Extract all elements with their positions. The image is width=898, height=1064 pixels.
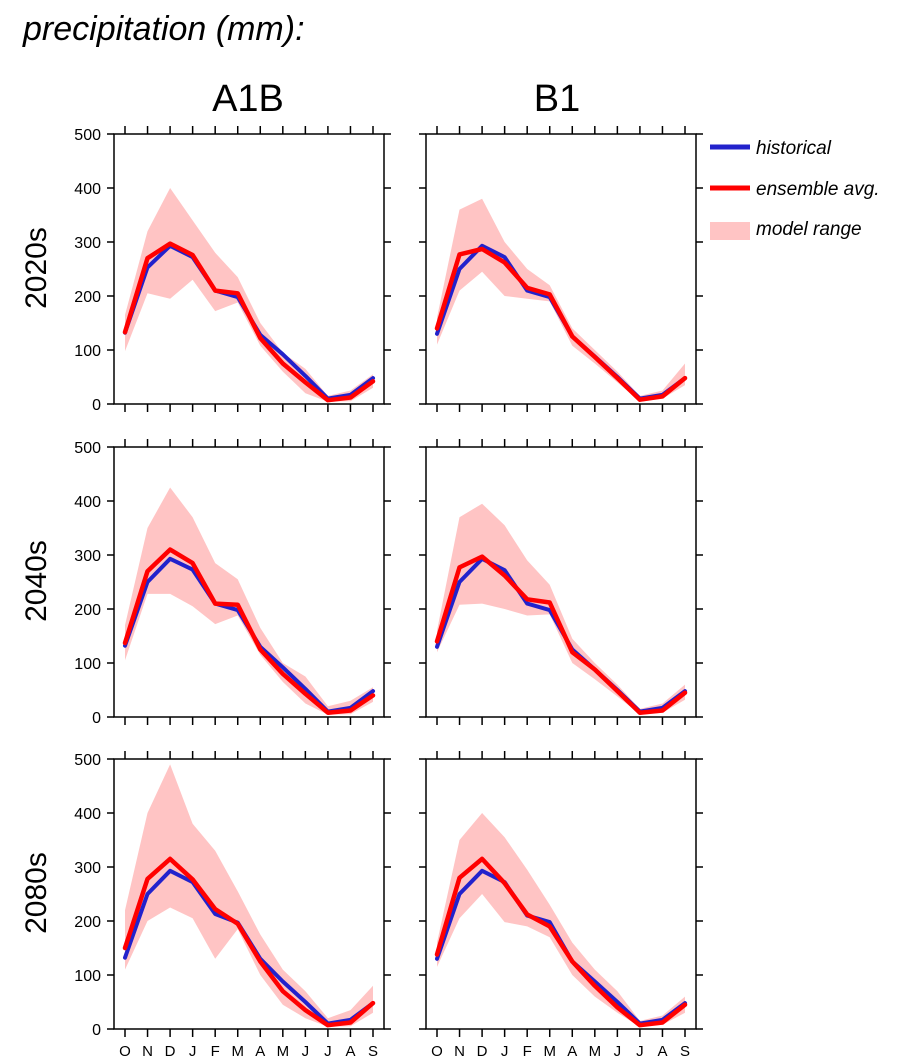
x-tick-label-a1b-6: A	[255, 1043, 265, 1060]
y-tick-label-2040s-400: 400	[74, 494, 101, 511]
x-tick-label-a1b-8: J	[302, 1043, 310, 1060]
x-tick-label-a1b-0: O	[119, 1043, 131, 1060]
row-label-2020s: 2020s	[20, 227, 53, 309]
panel-b1-2020s	[419, 126, 703, 412]
x-tick-label-a1b-5: M	[231, 1043, 244, 1060]
x-tick-label-b1-11: S	[680, 1043, 690, 1060]
x-tick-label-b1-1: N	[454, 1043, 465, 1060]
y-tick-label-2040s-500: 500	[74, 440, 101, 457]
column-title-a1b: A1B	[212, 78, 284, 120]
y-tick-label-2040s-200: 200	[74, 602, 101, 619]
panel-a1b-2080s-model-range-band	[125, 764, 373, 1026]
panel-a1b-2040s-model-range-band	[125, 488, 373, 715]
y-tick-label-2020s-100: 100	[74, 343, 101, 360]
y-tick-label-2080s-100: 100	[74, 968, 101, 985]
y-tick-label-2020s-0: 0	[92, 397, 101, 414]
panel-a1b-2020s-model-range-band	[125, 188, 373, 402]
panel-a1b-2040s: 0 100 200 300 400 500	[74, 439, 391, 727]
legend-label-ensemble: ensemble avg.	[756, 179, 880, 200]
legend-swatch-model-range	[710, 222, 750, 240]
legend: historical ensemble avg. model range	[710, 138, 880, 240]
x-tick-label-b1-4: F	[523, 1043, 532, 1060]
x-tick-label-b1-2: D	[477, 1043, 488, 1060]
panel-b1-2040s-model-range-band	[437, 504, 685, 715]
x-tick-label-a1b-2: D	[165, 1043, 176, 1060]
y-tick-label-2040s-0: 0	[92, 710, 101, 727]
y-tick-label-2080s-300: 300	[74, 860, 101, 877]
y-tick-label-2020s-300: 300	[74, 235, 101, 252]
x-tick-label-b1-7: M	[589, 1043, 602, 1060]
y-tick-label-2020s-400: 400	[74, 181, 101, 198]
x-tick-label-a1b-7: M	[277, 1043, 290, 1060]
y-tick-label-2040s-300: 300	[74, 548, 101, 565]
x-tick-label-b1-9: J	[636, 1043, 644, 1060]
x-tick-label-b1-6: A	[567, 1043, 577, 1060]
panel-b1-2040s	[419, 439, 703, 725]
x-tick-label-b1-5: M	[543, 1043, 556, 1060]
figure-title: precipitation (mm):	[22, 10, 305, 48]
legend-label-model-range: model range	[756, 219, 862, 240]
y-tick-label-2020s-500: 500	[74, 127, 101, 144]
y-tick-label-2080s-0: 0	[92, 1022, 101, 1039]
y-tick-label-2080s-500: 500	[74, 752, 101, 769]
row-label-2040s: 2040s	[20, 540, 53, 622]
column-title-b1: B1	[534, 78, 580, 120]
x-tick-label-a1b-4: F	[211, 1043, 220, 1060]
x-tick-label-a1b-10: A	[345, 1043, 355, 1060]
x-tick-label-b1-0: O	[431, 1043, 443, 1060]
x-tick-label-b1-8: J	[614, 1043, 622, 1060]
panel-b1-2080s-model-range-band	[437, 813, 685, 1027]
y-tick-label-2080s-400: 400	[74, 806, 101, 823]
legend-label-historical: historical	[756, 138, 832, 159]
y-tick-label-2040s-100: 100	[74, 656, 101, 673]
y-tick-label-2020s-200: 200	[74, 289, 101, 306]
x-tick-label-a1b-3: J	[189, 1043, 197, 1060]
y-tick-label-2080s-200: 200	[74, 914, 101, 931]
x-tick-label-a1b-11: S	[368, 1043, 378, 1060]
panel-a1b-2020s: 0 100 200 300 400 500	[74, 126, 391, 414]
x-tick-label-a1b-1: N	[142, 1043, 153, 1060]
x-tick-label-b1-3: J	[501, 1043, 509, 1060]
panels-group: 0 100 200 300 400 500 0 100 200 300 400 500 0 100 200 3…	[74, 126, 703, 1060]
x-tick-label-b1-10: A	[657, 1043, 667, 1060]
row-label-2080s: 2080s	[20, 852, 53, 934]
panel-b1-2020s-model-range-band	[437, 199, 685, 402]
x-tick-label-a1b-9: J	[324, 1043, 332, 1060]
